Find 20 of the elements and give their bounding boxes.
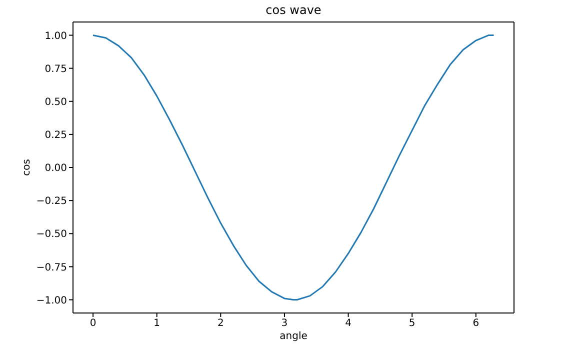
y-tick-label: 0.00	[44, 163, 67, 174]
x-tick-label: 5	[408, 318, 416, 330]
line-series	[92, 34, 495, 301]
x-tick-label: 6	[472, 318, 480, 330]
y-tick-label: 1.00	[44, 30, 67, 42]
y-tick-label: 0.25	[44, 130, 67, 141]
y-tick-label: −0.75	[36, 262, 67, 274]
x-tick-label: 4	[345, 318, 352, 330]
x-tick-label: 3	[281, 318, 288, 330]
y-tick-label: −0.50	[36, 229, 67, 240]
x-tick-label: 2	[217, 318, 224, 330]
y-tick-label: −1.00	[36, 295, 67, 306]
x-tick-label: 1	[154, 318, 160, 330]
x-axis-title: angle	[280, 331, 308, 342]
y-tick-label: −0.25	[36, 196, 67, 208]
y-tick-label: 0.50	[44, 96, 67, 108]
x-tick-label: 0	[90, 318, 96, 330]
y-tick-label: 0.75	[44, 64, 67, 75]
chart-title: cos wave	[264, 3, 322, 17]
y-axis-title: cos	[22, 159, 33, 176]
